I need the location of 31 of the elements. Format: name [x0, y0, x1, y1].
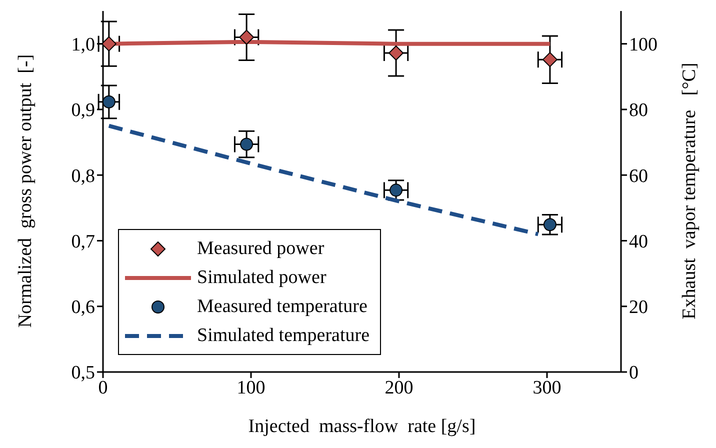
y-tick-label: 0,7: [71, 231, 95, 252]
line-series: [106, 124, 540, 236]
y-tick-label: 0,6: [71, 297, 95, 318]
y-tick-label: 0,8: [71, 166, 95, 187]
y2-tick-label: 100: [629, 34, 658, 56]
point: [239, 30, 254, 45]
point: [543, 218, 556, 232]
y-tick-label: 0,9: [71, 100, 95, 122]
x-tick-label: 0: [98, 377, 108, 398]
y-tick-label: 0,5: [71, 362, 95, 384]
y2-tick-label: 60: [629, 166, 648, 187]
x-tick-label: 300: [532, 377, 562, 398]
x-axis-title: Injected mass-flow rate [g/s]: [247, 416, 477, 438]
y2-tick-label: 80: [629, 100, 648, 122]
x-tick-label: 100: [236, 377, 266, 398]
point: [390, 184, 403, 197]
point: [240, 138, 254, 151]
legend-label: Measured temperature: [197, 296, 368, 318]
point: [388, 46, 404, 61]
y-tick-label: 1,0: [71, 34, 95, 56]
y2-tick-label: 0: [629, 362, 638, 384]
point: [103, 95, 116, 108]
y2-tick-label: 40: [629, 231, 648, 252]
x-tick-label: 200: [384, 377, 414, 398]
point: [542, 52, 558, 68]
legend-label: Measured power: [197, 238, 324, 260]
y2-tick-label: 20: [629, 297, 648, 318]
y-axis-title: Normalized gross power output [-]: [15, 54, 37, 328]
legend-label: Simulated temperature: [197, 324, 370, 346]
y2-axis-title: Exhaust vapor temperature [°C]: [679, 62, 701, 320]
legend-label: Simulated power: [197, 266, 326, 288]
